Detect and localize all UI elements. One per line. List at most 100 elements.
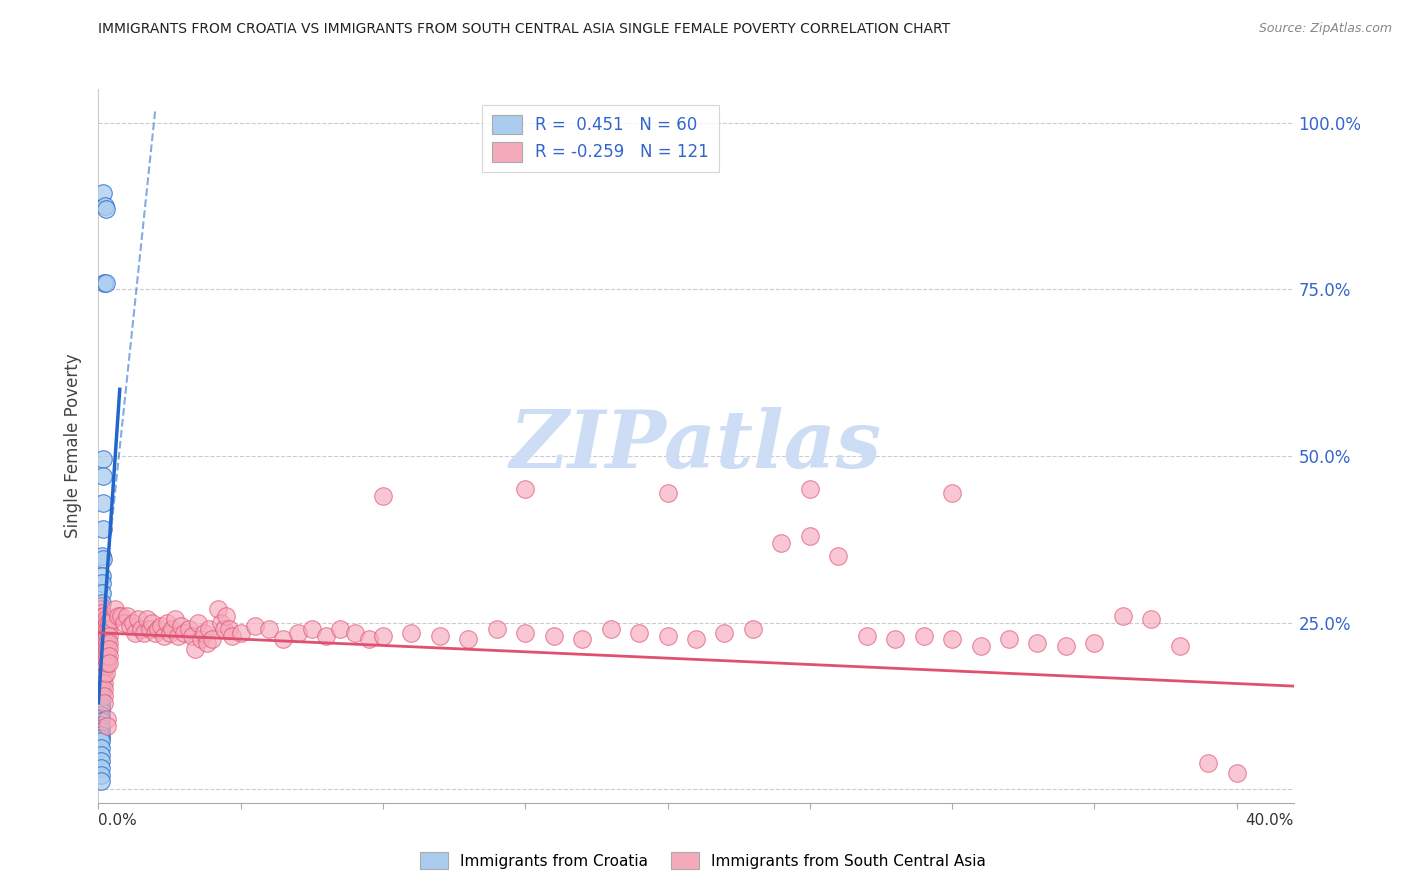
Point — [94, 639, 117, 653]
Point — [181, 629, 204, 643]
Point — [90, 609, 112, 624]
Point — [243, 619, 266, 633]
Point — [90, 734, 112, 748]
Point — [96, 656, 118, 670]
Point — [1112, 609, 1135, 624]
Point — [90, 606, 112, 620]
Point — [90, 624, 112, 639]
Point — [1083, 636, 1105, 650]
Point — [94, 652, 117, 666]
Point — [90, 707, 112, 722]
Point — [90, 711, 112, 725]
Point — [98, 656, 121, 670]
Point — [799, 483, 821, 497]
Point — [315, 629, 337, 643]
Point — [101, 612, 124, 626]
Point — [571, 632, 593, 647]
Point — [941, 632, 963, 647]
Text: ZIPatlas: ZIPatlas — [510, 408, 882, 484]
Point — [221, 629, 243, 643]
Point — [429, 629, 451, 643]
Point — [1226, 765, 1249, 780]
Point — [371, 489, 394, 503]
Point — [96, 623, 118, 637]
Point — [287, 625, 309, 640]
Point — [90, 694, 112, 708]
Point — [343, 625, 366, 640]
Point — [90, 596, 112, 610]
Point — [90, 641, 112, 656]
Text: 40.0%: 40.0% — [1246, 814, 1294, 828]
Point — [94, 202, 117, 217]
Point — [91, 496, 114, 510]
Point — [104, 602, 127, 616]
Legend: R =  0.451   N = 60, R = -0.259   N = 121: R = 0.451 N = 60, R = -0.259 N = 121 — [482, 104, 718, 171]
Point — [599, 623, 621, 637]
Point — [543, 629, 565, 643]
Point — [93, 625, 115, 640]
Point — [132, 625, 155, 640]
Point — [107, 609, 129, 624]
Point — [401, 625, 423, 640]
Point — [212, 623, 235, 637]
Point — [135, 612, 157, 626]
Point — [207, 602, 229, 616]
Point — [799, 529, 821, 543]
Point — [912, 629, 935, 643]
Point — [153, 629, 176, 643]
Point — [301, 623, 323, 637]
Point — [884, 632, 907, 647]
Point — [90, 688, 112, 702]
Point — [94, 619, 117, 633]
Point — [998, 632, 1021, 647]
Point — [179, 623, 201, 637]
Point — [165, 612, 187, 626]
Point — [91, 452, 114, 467]
Point — [121, 615, 143, 630]
Point — [91, 186, 114, 200]
Point — [90, 661, 112, 675]
Point — [173, 625, 195, 640]
Point — [91, 522, 114, 536]
Point — [90, 755, 112, 769]
Point — [90, 747, 112, 762]
Point — [90, 761, 112, 775]
Point — [90, 774, 112, 789]
Point — [229, 625, 252, 640]
Point — [93, 615, 115, 630]
Point — [485, 623, 508, 637]
Point — [628, 625, 651, 640]
Point — [93, 623, 115, 637]
Point — [941, 485, 963, 500]
Point — [215, 609, 238, 624]
Point — [90, 585, 112, 599]
Point — [90, 698, 112, 712]
Point — [90, 705, 112, 719]
Point — [190, 632, 212, 647]
Point — [93, 629, 115, 643]
Point — [90, 615, 112, 629]
Point — [93, 654, 115, 668]
Point — [90, 624, 112, 638]
Point — [90, 644, 112, 658]
Point — [770, 535, 793, 549]
Point — [90, 648, 112, 662]
Point — [90, 701, 112, 715]
Point — [90, 714, 112, 729]
Point — [209, 615, 232, 630]
Text: 0.0%: 0.0% — [98, 814, 138, 828]
Point — [96, 713, 118, 727]
Point — [96, 629, 118, 643]
Point — [90, 657, 112, 672]
Point — [90, 681, 112, 695]
Point — [90, 620, 112, 634]
Point — [90, 721, 112, 735]
Point — [90, 671, 112, 685]
Point — [96, 636, 118, 650]
Point — [124, 625, 146, 640]
Point — [201, 632, 224, 647]
Point — [94, 659, 117, 673]
Point — [357, 632, 380, 647]
Point — [1026, 636, 1049, 650]
Point — [94, 612, 117, 626]
